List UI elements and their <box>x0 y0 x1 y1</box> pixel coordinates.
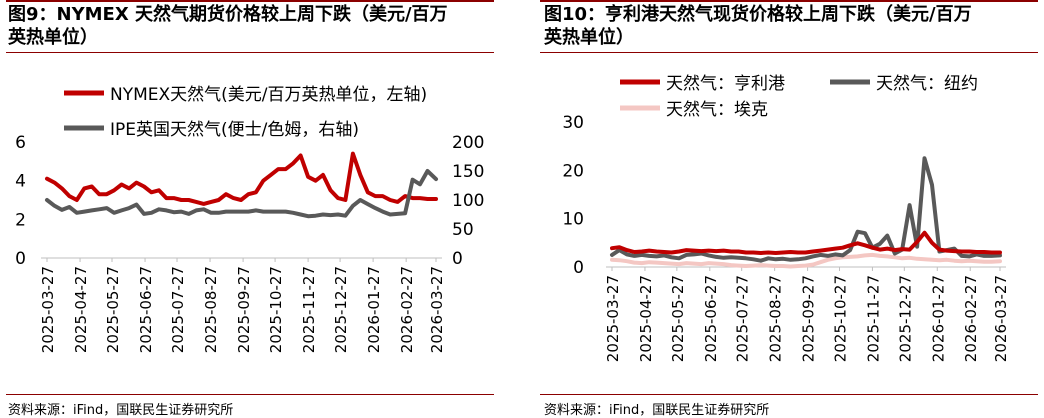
chart1-series-line-1 <box>45 169 438 219</box>
panel2-title-line1: 图10：亨利港天然气现货价格较上周下跌（美元/百万 <box>544 4 972 25</box>
chart1-y-right-tick-0: 0 <box>452 249 463 269</box>
chart1-y-left-tick-0: 0 <box>15 249 26 269</box>
chart2-legend-label-2: 天然气：埃克 <box>666 100 768 120</box>
chart1-x-tick-6: 2025-09-27 <box>235 266 253 353</box>
chart1-x-tick-12: 2026-03-27 <box>428 266 446 353</box>
chart2-x-tick-1: 2025-04-27 <box>637 275 655 362</box>
panel1-title-line1: 图9：NYMEX 天然气期货价格较上周下跌（美元/百万 <box>8 4 448 25</box>
chart1-x-tick-10: 2026-01-27 <box>365 266 383 353</box>
chart1-y-right-tick-4: 200 <box>452 133 484 153</box>
chart2-x-tick-4: 2025-07-27 <box>734 275 752 362</box>
chart2-x-tick-7: 2025-10-27 <box>831 275 849 362</box>
chart2-y-left-tick-0: 0 <box>573 258 584 278</box>
chart2-series-line-2 <box>610 252 1002 269</box>
chart1-x-tick-3: 2025-06-27 <box>137 266 155 353</box>
chart1-y-right-tick-1: 50 <box>452 220 474 240</box>
chart2-x-tick-6: 2025-09-27 <box>800 275 818 362</box>
panel2-source: 资料来源：iFind，国联民生证券研究所 <box>544 403 770 418</box>
chart2-x-tick-9: 2025-12-27 <box>896 275 914 362</box>
chart1-x-tick-11: 2026-02-27 <box>398 266 416 353</box>
chart2-series-line-1 <box>610 156 1002 263</box>
chart2-x-tick-3: 2025-06-27 <box>702 275 720 362</box>
chart1-y-left-tick-3: 6 <box>15 133 26 153</box>
chart1-series-line-0 <box>45 151 438 206</box>
chart2-y-left-tick-1: 10 <box>562 210 584 230</box>
chart1-y-right-tick-2: 100 <box>452 191 484 211</box>
chart1-x-tick-7: 2025-10-27 <box>267 266 285 353</box>
panel2-footer-rule <box>540 394 1038 395</box>
chart1-legend-label-0: NYMEX天然气(美元/百万英热单位，左轴) <box>110 85 427 105</box>
panel1-title-rule <box>6 52 494 53</box>
chart2-x-tick-0: 2025-03-27 <box>604 275 622 362</box>
chart2-x-tick-10: 2026-01-27 <box>929 275 947 362</box>
panel1-source: 资料来源：iFind，国联民生证券研究所 <box>8 403 234 418</box>
panel2-title-line2: 英热单位） <box>544 27 634 48</box>
panel1-footer-rule <box>6 394 494 395</box>
chart1-x-tick-5: 2025-08-27 <box>202 266 220 353</box>
chart1-legend-label-1: IPE英国天然气(便士/色姆，右轴) <box>110 120 359 140</box>
panel1-title-line2: 英热单位） <box>8 27 98 48</box>
chart2-y-left-tick-2: 20 <box>562 161 584 181</box>
chart2-x-tick-11: 2026-02-27 <box>962 275 980 362</box>
chart2-x-tick-8: 2025-11-27 <box>864 275 882 362</box>
chart2-x-tick-5: 2025-08-27 <box>767 275 785 362</box>
panel1-top-rule <box>6 0 494 2</box>
panel2-title-rule <box>540 52 1038 53</box>
chart2-y-left-tick-3: 30 <box>562 113 584 133</box>
chart2-x-tick-12: 2026-03-27 <box>992 275 1010 362</box>
chart1-y-right-tick-3: 150 <box>452 162 484 182</box>
chart1-x-tick-2: 2025-05-27 <box>104 266 122 353</box>
chart2-series-line-0 <box>610 230 1002 255</box>
chart2-x-tick-2: 2025-05-27 <box>669 275 687 362</box>
chart1-x-tick-9: 2025-12-27 <box>332 266 350 353</box>
chart1-y-left-tick-2: 4 <box>15 172 26 192</box>
chart1-x-tick-4: 2025-07-27 <box>169 266 187 353</box>
chart2-legend-label-0: 天然气：亨利港 <box>666 74 785 94</box>
chart1-x-tick-1: 2025-04-27 <box>72 266 90 353</box>
chart1-x-tick-0: 2025-03-27 <box>39 266 57 353</box>
chart1-y-left-tick-1: 2 <box>15 210 26 230</box>
panel2-top-rule <box>540 0 1038 2</box>
chart1-x-tick-8: 2025-11-27 <box>300 266 318 353</box>
chart2-legend-label-1: 天然气：纽约 <box>876 74 978 94</box>
